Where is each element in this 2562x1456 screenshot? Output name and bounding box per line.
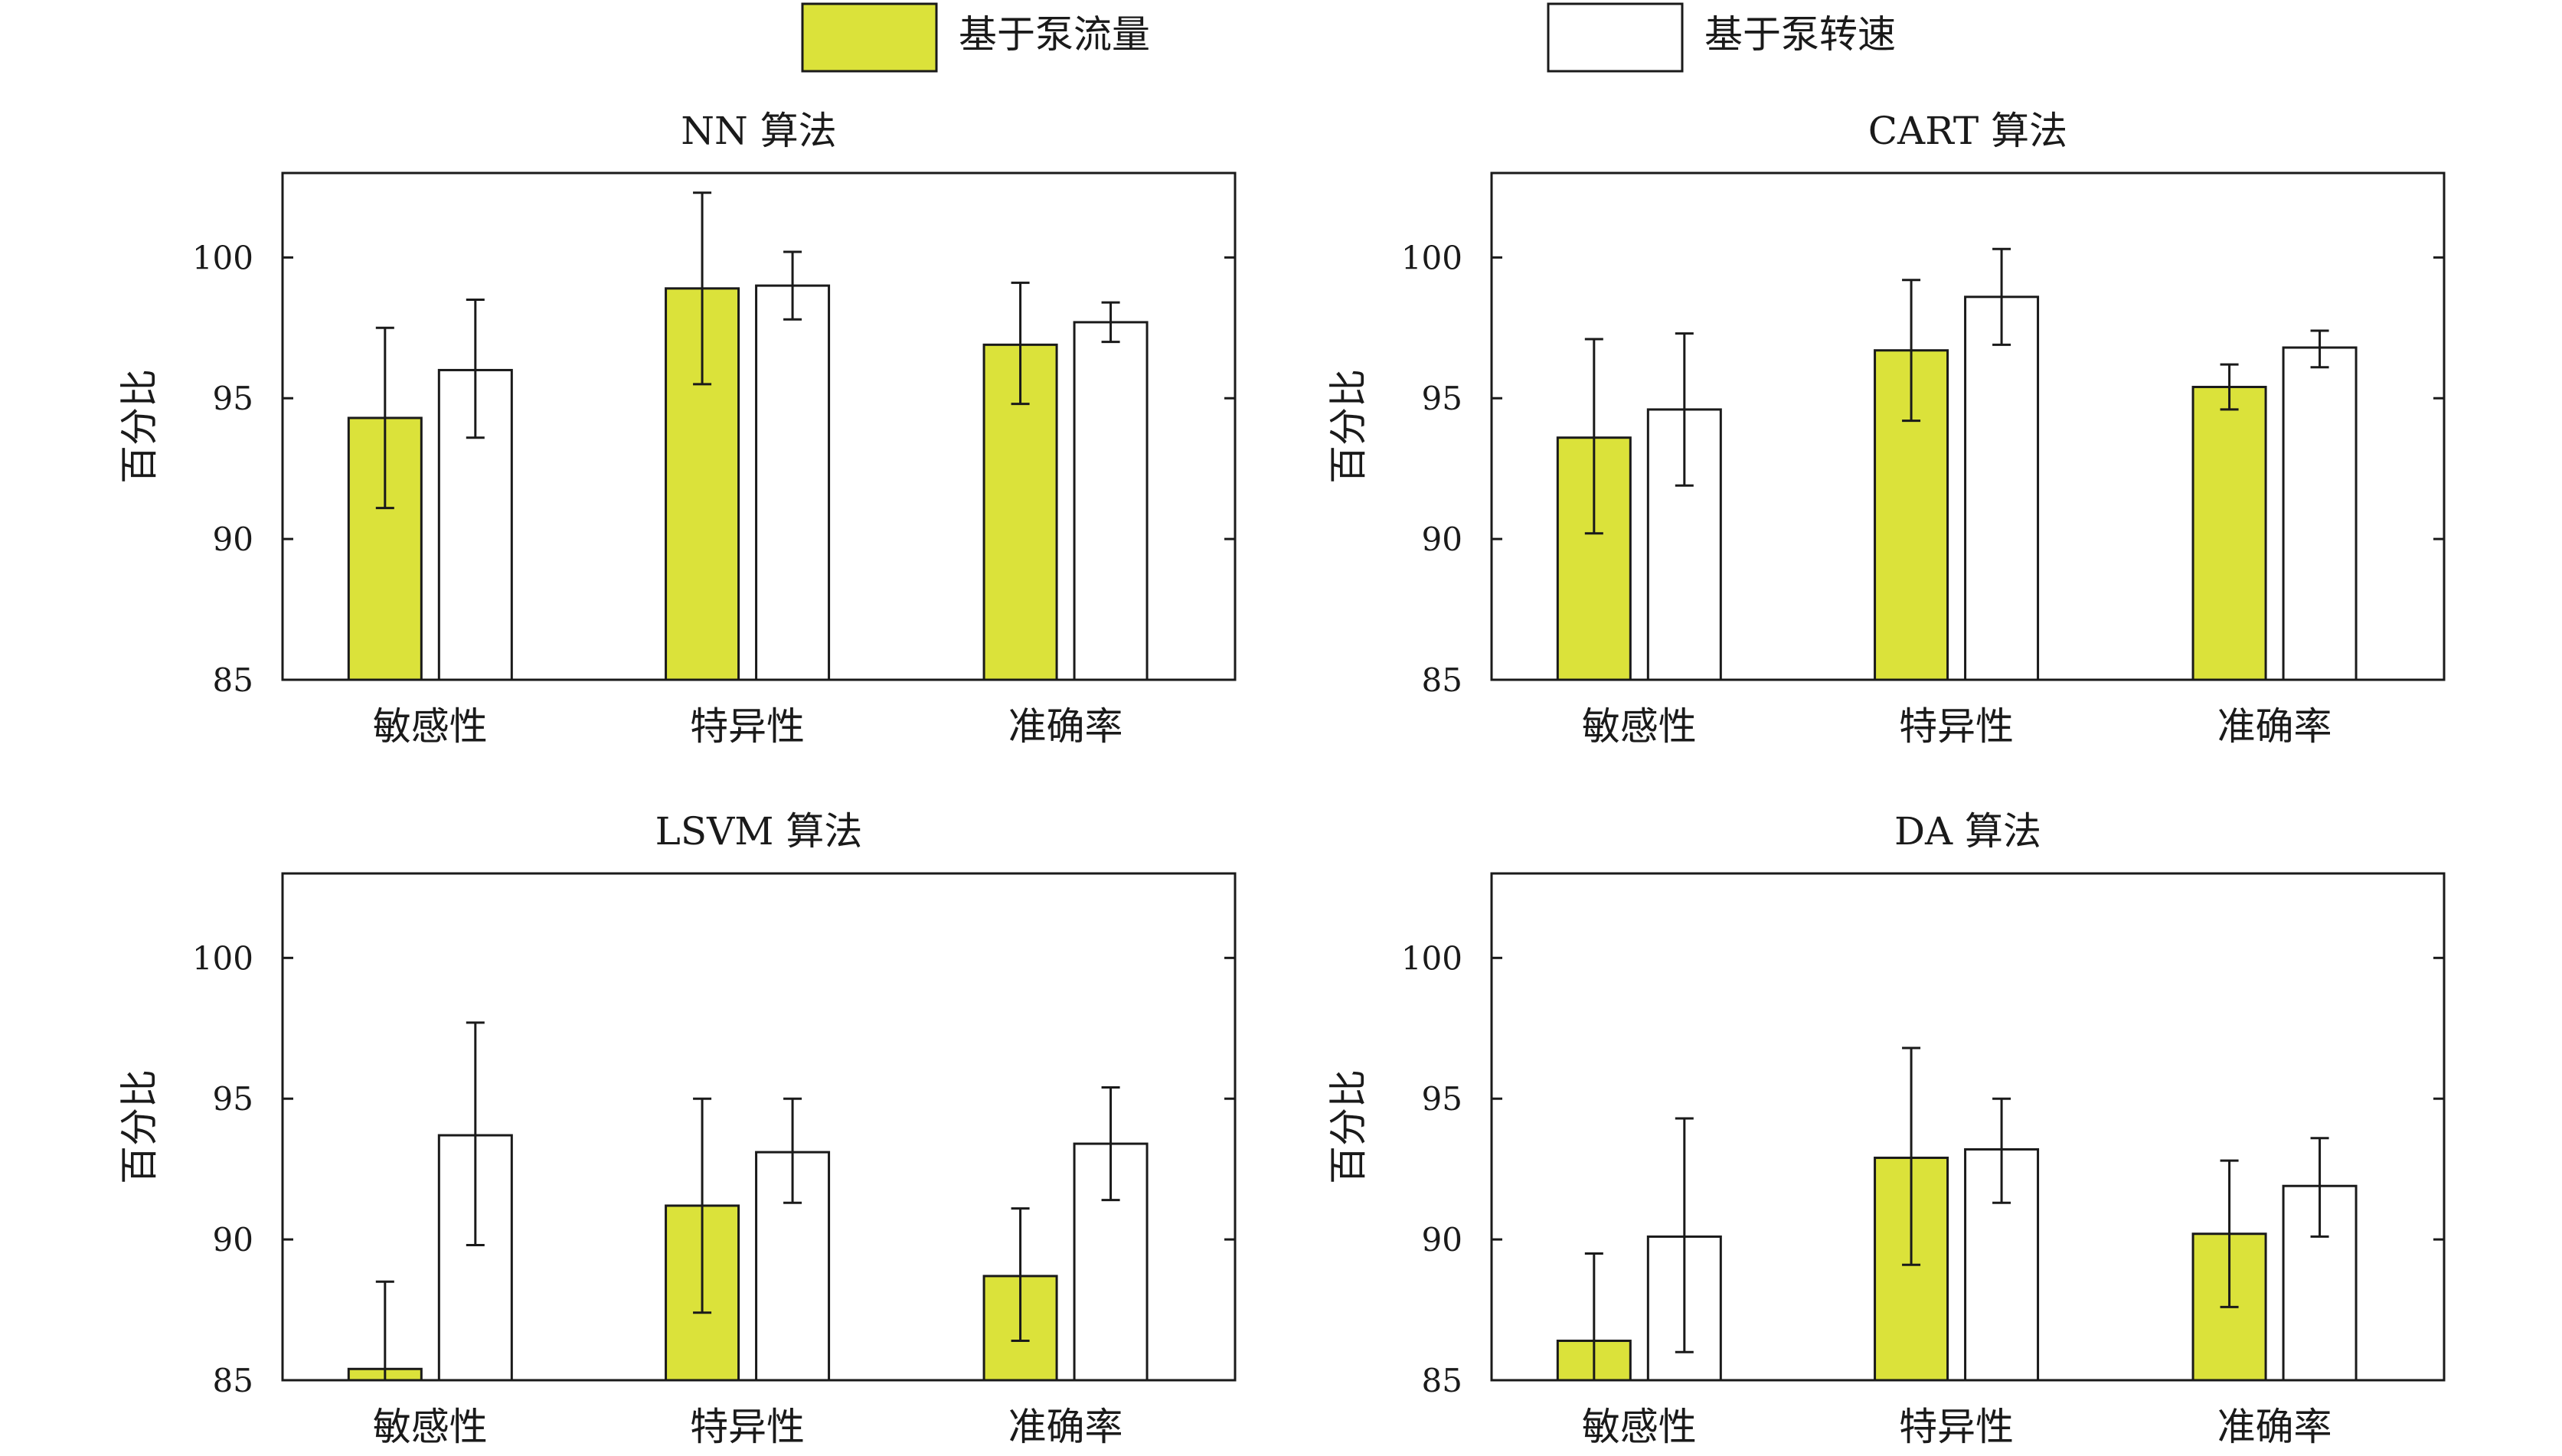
ytick-label: 95 [213,380,253,417]
category-label: 特异性 [1899,1405,2014,1449]
bar-speed-nn-1 [755,284,831,681]
bar-speed-cart-1 [1964,295,2040,681]
ylabel-da: 百分比 [1326,1069,1371,1184]
plot-frame [281,171,1237,681]
plot-frame [1490,872,2446,1382]
panel-title-nn: NN 算法 [681,109,836,153]
legend-swatch-speed [1547,2,1684,73]
plot-frame [1490,171,2446,681]
category-label: 敏感性 [373,1405,488,1449]
legend-label-speed: 基于泵转速 [1704,12,1896,57]
ytick-label: 100 [1401,239,1462,276]
category-label: 准确率 [2217,704,2332,749]
category-label: 敏感性 [1582,704,1697,749]
ytick-label: 100 [1401,939,1462,977]
category-label: 特异性 [690,704,805,749]
ytick-label: 85 [1422,1362,1462,1399]
ytick-label: 95 [213,1080,253,1118]
ylabel-nn: 百分比 [117,369,162,484]
category-label: 敏感性 [1582,1405,1697,1449]
category-label: 特异性 [1899,704,2014,749]
ytick-label: 85 [213,1362,253,1399]
panel-title-da: DA 算法 [1894,809,2041,854]
bar-flow-nn-2 [982,343,1058,681]
legend: 基于泵流量 基于泵转速 [801,2,1896,73]
ytick-label: 85 [213,661,253,699]
legend-swatch-flow [801,2,938,73]
panel-title-cart: CART 算法 [1868,109,2067,153]
plot-frame [281,872,1237,1382]
category-label: 敏感性 [373,704,488,749]
ytick-label: 90 [213,521,253,558]
ytick-label: 100 [192,239,253,276]
ytick-label: 90 [213,1221,253,1258]
bar-speed-nn-2 [1073,321,1149,681]
ytick-label: 100 [192,939,253,977]
bar-speed-cart-2 [2282,346,2358,681]
ylabel-lsvm: 百分比 [117,1069,162,1184]
ytick-label: 95 [1422,380,1462,417]
ylabel-cart: 百分比 [1326,369,1371,484]
panel-title-lsvm: LSVM 算法 [655,809,863,854]
category-label: 准确率 [1008,1405,1123,1449]
category-label: 准确率 [1008,704,1123,749]
ytick-label: 90 [1422,521,1462,558]
ytick-label: 95 [1422,1080,1462,1118]
ytick-label: 90 [1422,1221,1462,1258]
bar-flow-cart-2 [2191,386,2267,681]
legend-label-flow: 基于泵流量 [959,12,1150,57]
category-label: 特异性 [690,1405,805,1449]
ytick-label: 85 [1422,661,1462,699]
category-label: 准确率 [2217,1405,2332,1449]
